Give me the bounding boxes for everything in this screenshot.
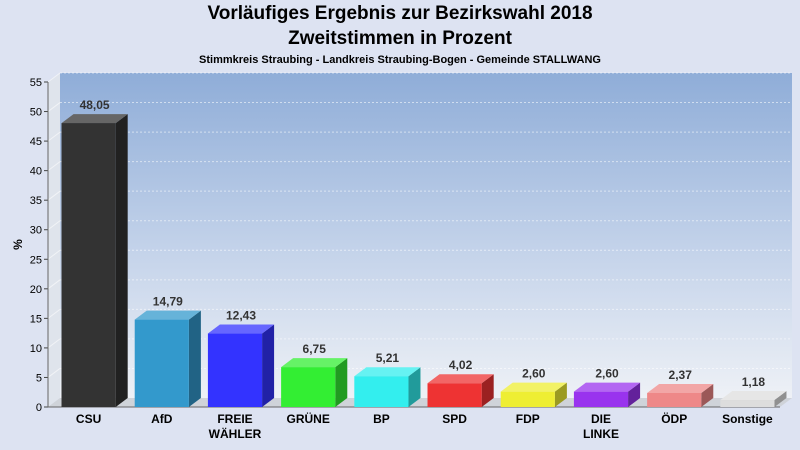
bar-value-label: 2,37 [669, 368, 693, 382]
gridline-side [47, 308, 61, 319]
gridline-side [47, 338, 61, 349]
bar-top [647, 383, 714, 393]
bar-front [134, 319, 189, 407]
gridline-side [47, 102, 61, 112]
bar-freie-wähler [207, 324, 275, 407]
bar-value-label: 6,75 [303, 342, 327, 356]
y-tick-label: 30 [30, 225, 42, 237]
bar-side [554, 382, 567, 407]
bar-front [500, 391, 555, 407]
bar-side [628, 382, 641, 407]
x-category-label: SPD [442, 412, 467, 426]
gridline-side [47, 249, 61, 260]
bar-fdp [500, 382, 567, 407]
bar-value-label: 14,79 [153, 295, 183, 309]
bar-csu [61, 114, 128, 408]
bar-afd [134, 310, 201, 407]
bar-front [354, 376, 409, 407]
bar-value-label: 2,60 [595, 367, 619, 381]
y-tick-label: 35 [30, 195, 42, 207]
bar-top [61, 114, 128, 124]
y-tick-label: 40 [30, 166, 42, 178]
bar-front [573, 391, 629, 407]
bar-front [427, 383, 482, 407]
bar-value-label: 1,18 [742, 375, 766, 389]
bar-side [188, 310, 201, 407]
gridline-side [47, 220, 61, 231]
gridline-side [47, 131, 61, 142]
bar-value-label: 5,21 [376, 351, 400, 365]
gridline-side [47, 279, 61, 290]
bar-top [720, 391, 787, 401]
bar-spd [427, 374, 494, 407]
chart-subtitle: Zweitstimmen in Prozent [288, 28, 512, 49]
gridline-side [47, 190, 61, 201]
y-tick-label: 55 [30, 77, 42, 89]
bar-front [281, 367, 336, 407]
y-tick-label: 45 [30, 136, 42, 148]
bar-top [427, 374, 494, 384]
x-category-label: GRÜNE [287, 411, 330, 426]
x-category-label: Sonstige [722, 412, 773, 426]
x-category-label: AfD [151, 412, 173, 426]
y-tick-label: 50 [30, 107, 42, 119]
x-category-label: ÖDP [661, 411, 687, 426]
bar-side [335, 358, 348, 407]
chart-subtitle-region: Stimmkreis Straubing - Landkreis Straubi… [199, 54, 601, 66]
y-tick-label: 0 [36, 402, 42, 414]
bar-front [720, 400, 775, 407]
bar-value-label: 12,43 [226, 309, 256, 323]
bar-front [207, 333, 263, 407]
bar-top [573, 382, 641, 392]
x-category-label: CSU [76, 412, 101, 426]
bar-front [647, 392, 702, 407]
bar-value-label: 4,02 [449, 358, 473, 372]
bar-side [115, 114, 128, 408]
gridline-side [47, 368, 61, 378]
bar-value-label: 48,05 [80, 98, 110, 112]
bar-top [134, 310, 201, 320]
bar-side [262, 324, 275, 407]
bar-top [500, 382, 567, 392]
bar-side [481, 374, 494, 407]
x-category-label: FREIE WÄHLER [209, 412, 262, 441]
x-category-label: DIE LINKE [583, 412, 619, 441]
bar-top [281, 358, 348, 368]
gridline-side [47, 161, 61, 172]
bar-top [354, 367, 421, 377]
y-axis-label: % [11, 239, 25, 250]
bar-bp [354, 367, 421, 407]
plot-side-wall [48, 73, 60, 407]
bar-side [774, 391, 787, 407]
bar-value-label: 2,60 [522, 367, 546, 381]
bar-ödp [647, 383, 714, 407]
y-tick-label: 20 [30, 284, 42, 296]
bar-grüne [281, 358, 348, 407]
bar-side [408, 367, 421, 407]
gridline-side [47, 72, 61, 83]
y-tick-label: 10 [30, 343, 42, 355]
y-tick-label: 15 [30, 313, 42, 325]
y-tick-label: 25 [30, 254, 42, 266]
chart-title: Vorläufiges Ergebnis zur Bezirkswahl 201… [207, 3, 593, 24]
bar-top [207, 324, 275, 334]
bar-side [701, 383, 714, 407]
y-tick-label: 5 [36, 372, 42, 384]
bar-sonstige [720, 391, 787, 407]
x-category-label: FDP [516, 412, 540, 426]
bar-front [61, 123, 116, 408]
bar-die-linke [573, 382, 641, 407]
x-category-label: BP [373, 412, 390, 426]
